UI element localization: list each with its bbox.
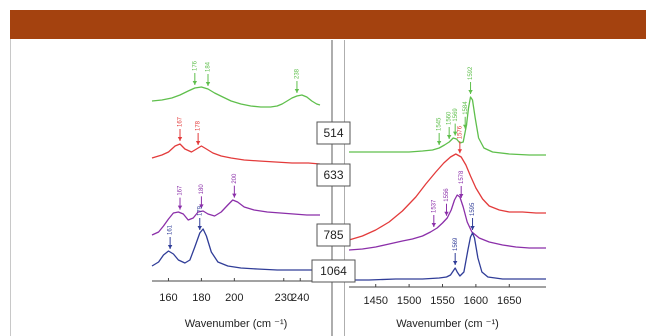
peak-label: 1560 xyxy=(447,111,453,125)
x-tick-label: 240 xyxy=(291,292,309,304)
peak-arrowhead xyxy=(446,135,452,139)
laser-box-633 xyxy=(316,163,351,187)
peak-label: 1578 xyxy=(459,170,465,184)
peak-arrowhead xyxy=(232,193,237,198)
laser-box-1064 xyxy=(311,259,356,283)
spectrum-line-633-high xyxy=(348,153,546,241)
peak-label: 167 xyxy=(178,185,184,196)
axis-break-gap xyxy=(333,40,344,336)
peak-arrowhead xyxy=(177,205,183,210)
peak-label: 1569 xyxy=(453,237,459,251)
peak-arrowhead xyxy=(197,226,202,230)
spectrum-line-514-low xyxy=(151,86,321,108)
peak-arrowhead xyxy=(205,82,211,86)
spectrum-line-633-low xyxy=(151,143,321,165)
x-axis-title: Wavenumber (cm ⁻¹) xyxy=(185,318,288,330)
peak-label: 178 xyxy=(196,120,202,131)
peak-label: 184 xyxy=(206,61,212,72)
peak-label: 1569 xyxy=(453,108,459,122)
spectrum-line-785-high xyxy=(348,194,546,251)
peak-label: 1576 xyxy=(457,125,463,139)
laser-box-785 xyxy=(316,223,351,247)
peak-label: 180 xyxy=(199,184,205,195)
axis-break-separator xyxy=(331,40,345,336)
peak-label: 238 xyxy=(295,68,301,79)
peak-label: 167 xyxy=(178,116,184,127)
peak-arrowhead xyxy=(195,141,201,145)
peak-label: 179 xyxy=(197,205,203,216)
peak-label: 1556 xyxy=(444,188,450,202)
x-tick-label: 1650 xyxy=(497,295,521,307)
peak-arrowhead xyxy=(192,81,198,85)
laser-label-1064: 1064 xyxy=(320,264,347,278)
x-tick-label: 1550 xyxy=(430,295,454,307)
peak-arrowhead xyxy=(431,223,437,227)
spectrum-line-1064-low xyxy=(151,228,320,271)
peak-arrowhead xyxy=(458,194,464,198)
peak-label: 1545 xyxy=(437,117,443,131)
peak-arrowhead xyxy=(294,89,300,93)
peak-arrowhead xyxy=(452,261,458,265)
peak-arrowhead xyxy=(199,204,204,209)
peak-label: 1595 xyxy=(470,202,476,216)
peak-label: 176 xyxy=(192,60,198,71)
peak-label: 1584 xyxy=(463,101,469,115)
peak-arrowhead xyxy=(436,141,442,145)
peak-arrowhead xyxy=(470,226,475,230)
peak-arrowhead xyxy=(462,124,468,129)
peak-arrowhead xyxy=(177,137,183,141)
x-tick-label: 180 xyxy=(192,292,210,304)
right-spectrum-panel: 1450 1500 1550 1600 1650 Wavenumber (cm ⁻¹) 15… xyxy=(348,66,546,330)
laser-label-633: 633 xyxy=(323,168,343,182)
laser-box-514 xyxy=(316,121,351,145)
laser-wavelength-labels: 514 633 785 1064 xyxy=(311,121,356,283)
peak-arrowhead xyxy=(457,149,463,154)
peak-label: 1592 xyxy=(468,66,474,80)
x-tick-label: 230 xyxy=(275,292,293,304)
peak-label: 200 xyxy=(232,173,238,184)
x-axis-title: Wavenumber (cm ⁻¹) xyxy=(396,318,499,330)
x-tick-label: 1450 xyxy=(363,295,387,307)
laser-label-785: 785 xyxy=(323,228,343,242)
spectrum-line-785-low xyxy=(151,199,320,236)
left-border-line xyxy=(10,39,11,336)
x-tick-label: 1500 xyxy=(397,295,421,307)
spectrum-line-1064-high xyxy=(349,232,546,281)
peak-label: 161 xyxy=(168,224,174,235)
spectrum-line-514-high xyxy=(349,96,546,156)
x-tick-label: 200 xyxy=(225,292,243,304)
laser-label-514: 514 xyxy=(323,126,343,140)
peak-arrowhead xyxy=(167,245,173,249)
x-tick-label: 160 xyxy=(159,292,177,304)
x-tick-label: 1600 xyxy=(464,295,488,307)
peak-arrowhead xyxy=(468,90,473,94)
peak-label: 1537 xyxy=(431,199,437,213)
header-bar xyxy=(10,10,646,39)
peak-arrowhead xyxy=(444,211,449,216)
peak-arrowhead xyxy=(452,131,458,136)
